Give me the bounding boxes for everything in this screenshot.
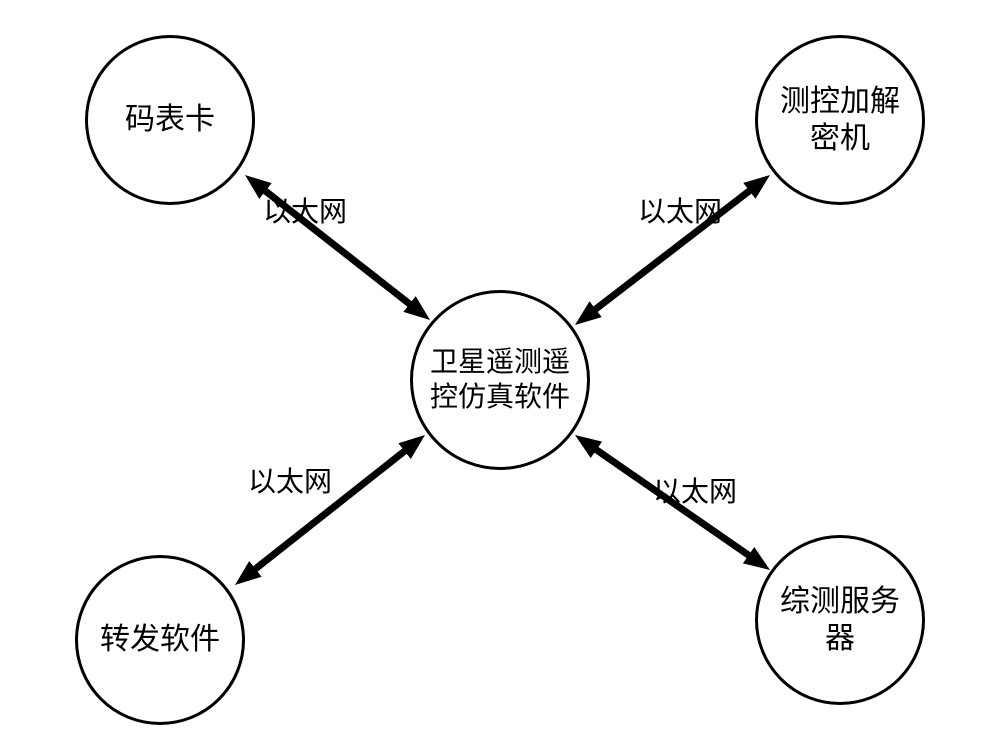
node-top-right-label: 测控加解密机 (780, 83, 900, 158)
edge-label-3: 以太网 (653, 470, 737, 510)
node-bottom-left-label: 转发软件 (100, 621, 220, 659)
node-top-right: 测控加解密机 (755, 35, 925, 205)
node-bottom-right: 综测服务器 (755, 535, 925, 705)
edge-label-0: 以太网 (263, 190, 347, 230)
edge-label-2: 以太网 (248, 460, 332, 500)
node-center: 卫星遥测遥控仿真软件 (410, 290, 590, 470)
node-top-left: 码表卡 (85, 35, 255, 205)
diagram-canvas: 卫星遥测遥控仿真软件 码表卡 测控加解密机 转发软件 综测服务器 以太网 以太网… (0, 0, 1000, 745)
edge-label-1: 以太网 (638, 190, 722, 230)
node-center-label: 卫星遥测遥控仿真软件 (430, 345, 570, 415)
node-bottom-right-label: 综测服务器 (780, 583, 900, 658)
node-bottom-left: 转发软件 (75, 555, 245, 725)
node-top-left-label: 码表卡 (125, 101, 215, 139)
